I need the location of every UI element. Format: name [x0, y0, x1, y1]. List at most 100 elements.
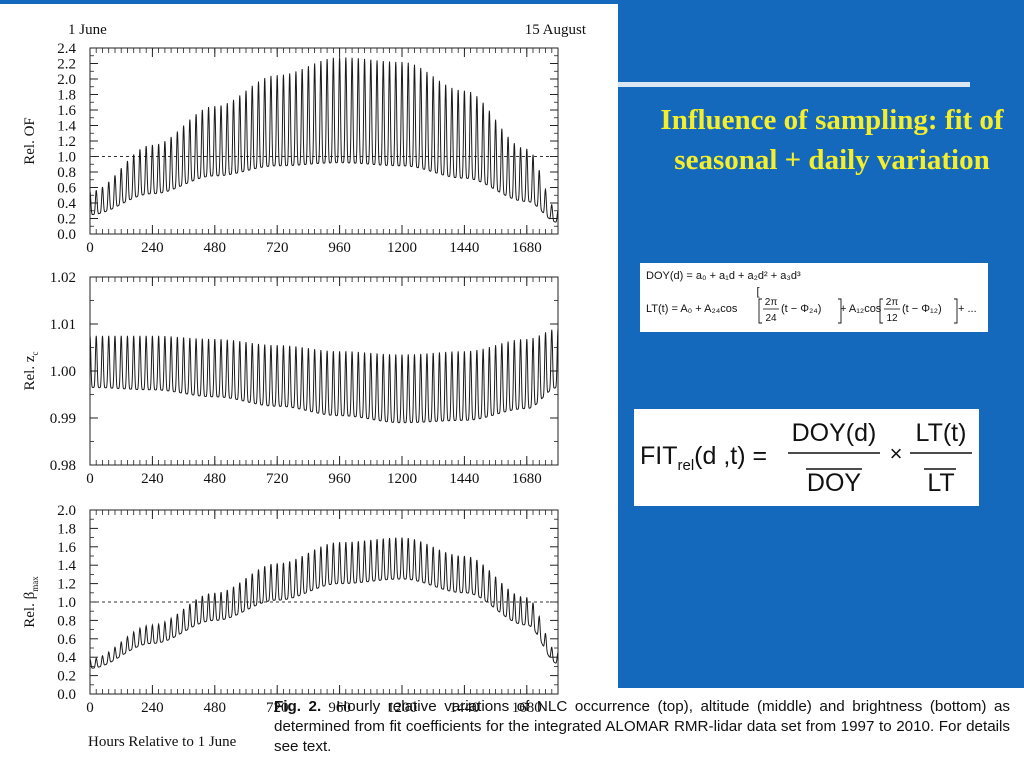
lt-phase-12: (t − Φ₁₂): [902, 303, 942, 315]
y-tick-label: 1.2: [57, 577, 76, 593]
y-tick-label: 0.0: [57, 687, 76, 703]
caption-panel: [618, 688, 1024, 768]
x-tick-label: 960: [328, 700, 351, 716]
label-15-august: 15 August: [525, 22, 587, 38]
fit-formula: FITrel(d ,t) = DOY(d) DOY × LT(t) LT: [640, 419, 972, 497]
y-tick-label: 0.98: [50, 458, 76, 474]
fit-times: ×: [890, 441, 903, 466]
x-tick-label: 0: [86, 700, 94, 716]
lt-frac1-num: 2π: [765, 297, 778, 308]
lt-frac2-den: 12: [886, 313, 898, 324]
chart-2: 0 240 480 720 960 1200 1440 1680 0.98 0.99 1.00 1.0…: [22, 270, 559, 487]
lt-frac2-num: 2π: [886, 297, 899, 308]
y-axis-label: Rel. zc: [22, 352, 40, 391]
x-tick-label: 1440: [449, 240, 479, 256]
y-tick-label: 1.4: [57, 119, 76, 135]
y-tick-label: 1.6: [57, 103, 76, 119]
x-tick-label: 720: [266, 471, 289, 487]
series-line: [89, 57, 559, 223]
x-tick-label: 1440: [449, 471, 479, 487]
y-tick-label: 0.4: [57, 196, 76, 212]
x-tick-label: 0: [86, 471, 94, 487]
figure-plots: 1 June 15 August Hours Relative to 1 Jun…: [22, 22, 587, 750]
x-tick-label: 1200: [387, 240, 417, 256]
fit-numerator-doy: DOY(d): [792, 419, 877, 447]
x-minor-ticks: [89, 48, 559, 234]
fit-formula-box: FITrel(d ,t) = DOY(d) DOY × LT(t) LT: [634, 409, 979, 506]
x-tick-label: 1200: [387, 700, 417, 716]
caption-lead: Fig. 2.: [274, 698, 322, 715]
x-tick-label: 480: [204, 240, 227, 256]
y-tick-label: 1.4: [57, 558, 76, 574]
y-tick-label: 0.0: [57, 227, 76, 243]
chart-3: 0 240 480 720 960 1200 1440 1680 0.0 0.2 0.4 0.6 0.8…: [22, 503, 559, 716]
x-tick-label: 1680: [512, 700, 542, 716]
y-tick-label: 0.8: [57, 613, 76, 629]
y-tick-label: 1.8: [57, 521, 76, 537]
svg-text:DOY(d) = a₀ + a₁d + a₂d² + a₃d: DOY(d) = a₀ + a₁d + a₂d² + a₃d³: [646, 270, 801, 282]
lt-frac1-den: 24: [765, 313, 777, 324]
doy-formula-lhs: DOY(d) =: [646, 270, 696, 282]
x-tick-label: 1680: [512, 471, 542, 487]
lt-plus-a12: + A₁₂cos: [840, 303, 882, 315]
plot-frame: [89, 47, 559, 235]
y-tick-label: 0.2: [57, 669, 76, 685]
fit-denominator-lt: LT: [927, 469, 954, 497]
lt-formula-lhs: LT(t) = A₀ + A₂₄cos: [646, 303, 738, 315]
charts-group: 0 240 480 720 960 1200 1440 16800.00.20.40.60.8…: [22, 41, 559, 716]
y-tick-label: 0.6: [57, 181, 76, 197]
y-axis-label: Rel. βmax: [22, 576, 40, 628]
y-tick-label: 1.00: [50, 364, 76, 380]
label-1-june: 1 June: [68, 22, 107, 38]
doy-lt-formulas: DOY(d) = a₀ + a₁d + a₂d² + a₃d³ LT(t) = …: [646, 270, 977, 324]
x-tick-label: 240: [141, 700, 164, 716]
x-tick-label: 1680: [512, 240, 542, 256]
y-tick-label: 1.01: [50, 317, 76, 333]
svg-text:FITrel(d ,t) =: FITrel(d ,t) =: [640, 442, 767, 474]
x-tick-label: 480: [204, 700, 227, 716]
y-tick-label: 2.4: [57, 41, 76, 57]
chart-1: 0 240 480 720 960 1200 1440 1680 0.00.20.40.60.8…: [22, 41, 559, 256]
y-tick-label: 1.02: [50, 270, 76, 286]
y-tick-label: 2.2: [57, 57, 76, 73]
fit-args: (d ,t) =: [694, 442, 767, 470]
x-axis-label: Hours Relative to 1 June: [88, 734, 237, 750]
y-tick-label: 0.4: [57, 650, 76, 666]
y-tick-label: 2.0: [57, 503, 76, 519]
doy-formula-rhs: a₀ + a₁d + a₂d² + a₃d³: [696, 270, 801, 282]
caption-text: Hourly relative variations of NLC occurr…: [274, 698, 1010, 755]
y-axis-label: Rel. OF: [22, 117, 38, 165]
top-bar: [0, 0, 1024, 4]
y-tick-label: 1.0: [57, 150, 76, 166]
fit-subscript: rel: [678, 457, 695, 474]
y-tick-label: 0.6: [57, 632, 76, 648]
y-tick-label: 0.8: [57, 165, 76, 181]
x-tick-label: 720: [266, 240, 289, 256]
series-line: [89, 328, 559, 424]
lt-phase-24: (t − Φ₂₄): [781, 303, 821, 315]
y-tick-label: 1.0: [57, 595, 76, 611]
y-tick-label: 1.2: [57, 134, 76, 150]
x-tick-label: 240: [141, 471, 164, 487]
x-tick-label: 1200: [387, 471, 417, 487]
fit-lhs: FIT: [640, 442, 678, 470]
x-tick-label: 1440: [449, 700, 479, 716]
y-tick-label: 0.2: [57, 212, 76, 228]
y-tick-label: 1.6: [57, 540, 76, 556]
y-tick-label: 1.8: [57, 88, 76, 104]
figure-caption: Fig. 2. Hourly relative variations of NL…: [274, 697, 1010, 757]
series-line: [89, 537, 559, 669]
y-tick-label: 2.0: [57, 72, 76, 88]
fit-numerator-lt: LT(t): [916, 419, 967, 447]
lt-bracket-left-1: [: [756, 286, 759, 298]
x-tick-label: 960: [328, 471, 351, 487]
lt-tail: + ...: [958, 303, 977, 315]
x-tick-label: 240: [141, 240, 164, 256]
title-divider: [618, 82, 970, 87]
doy-lt-formula-box: DOY(d) = a₀ + a₁d + a₂d² + a₃d³ LT(t) = …: [640, 263, 988, 332]
x-tick-label: 0: [86, 240, 94, 256]
slide-title: Influence of sampling: fit of seasonal +…: [660, 104, 1004, 176]
x-tick-label: 480: [204, 471, 227, 487]
x-tick-label: 960: [328, 240, 351, 256]
x-tick-label: 720: [266, 700, 289, 716]
